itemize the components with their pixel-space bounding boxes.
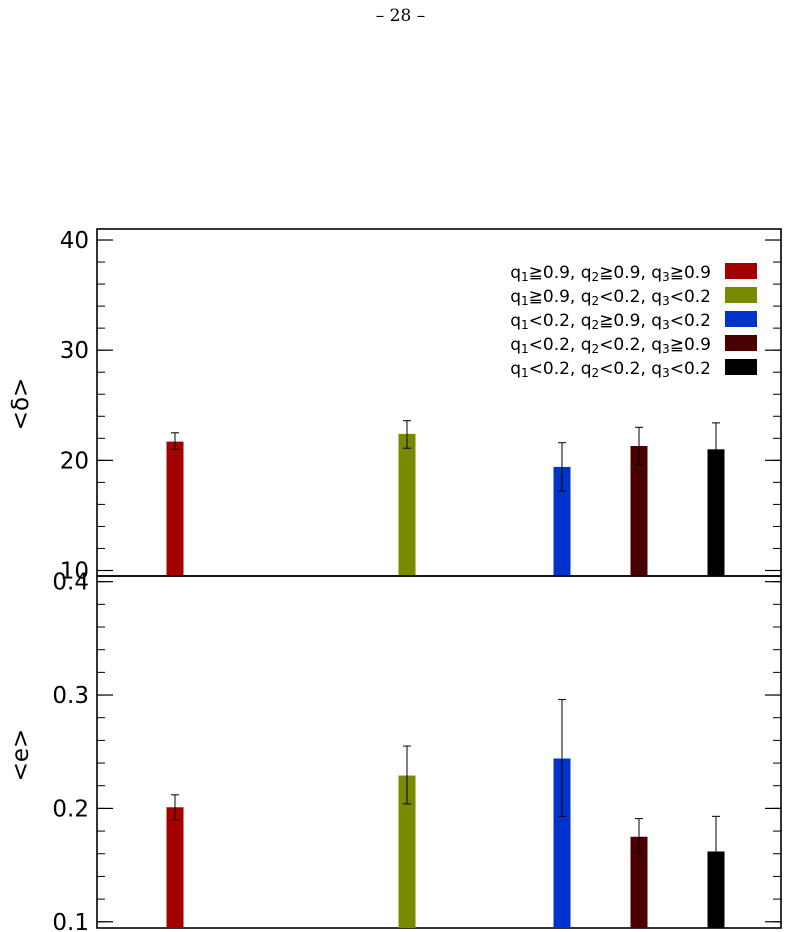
bar bbox=[398, 775, 416, 928]
y-tick-label: 20 bbox=[60, 448, 89, 474]
legend-label: q1≧0.9, q2≧0.9, q3≧0.9 bbox=[510, 263, 711, 284]
legend-label: q1<0.2, q2<0.2, q3≧0.9 bbox=[510, 335, 711, 356]
bar bbox=[630, 446, 648, 576]
legend-label: q1<0.2, q2≧0.9, q3<0.2 bbox=[510, 311, 711, 332]
bar bbox=[166, 807, 184, 928]
bar bbox=[166, 441, 184, 576]
y-axis-label: <e> bbox=[8, 729, 34, 782]
legend-label: q1<0.2, q2<0.2, q3<0.2 bbox=[510, 359, 711, 380]
legend: q1≧0.9, q2≧0.9, q3≧0.9 q1≧0.9, q2<0.2, q3… bbox=[510, 263, 757, 380]
y-tick-label: 0.3 bbox=[52, 683, 89, 709]
y-tick-label: 0.4 bbox=[52, 570, 89, 596]
bar bbox=[398, 433, 416, 576]
y-tick-label: 0.1 bbox=[52, 910, 89, 932]
bar bbox=[553, 466, 571, 576]
bar bbox=[707, 851, 725, 928]
plot-frame bbox=[96, 575, 782, 929]
panel-delta: 10 20 30 40 <δ> bbox=[8, 228, 782, 584]
panel-eccentricity: 0.1 0.2 0.3 0.4 <e> bbox=[8, 570, 782, 932]
y-tick-label: 10 bbox=[60, 558, 89, 584]
bar bbox=[553, 758, 571, 928]
page-number: – 28 – bbox=[375, 6, 426, 26]
legend-label: q1≧0.9, q2<0.2, q3<0.2 bbox=[510, 287, 711, 308]
y-axis-label: <δ> bbox=[8, 378, 34, 431]
legend-swatch bbox=[725, 287, 757, 303]
legend-swatch bbox=[725, 263, 757, 279]
legend-swatch bbox=[725, 359, 757, 375]
legend-swatch bbox=[725, 311, 757, 327]
y-tick-label: 40 bbox=[60, 228, 89, 254]
bar bbox=[707, 449, 725, 576]
bar bbox=[630, 836, 648, 928]
y-tick-label: 0.2 bbox=[52, 796, 89, 822]
legend-swatch bbox=[725, 335, 757, 351]
y-tick-label: 30 bbox=[60, 338, 89, 364]
